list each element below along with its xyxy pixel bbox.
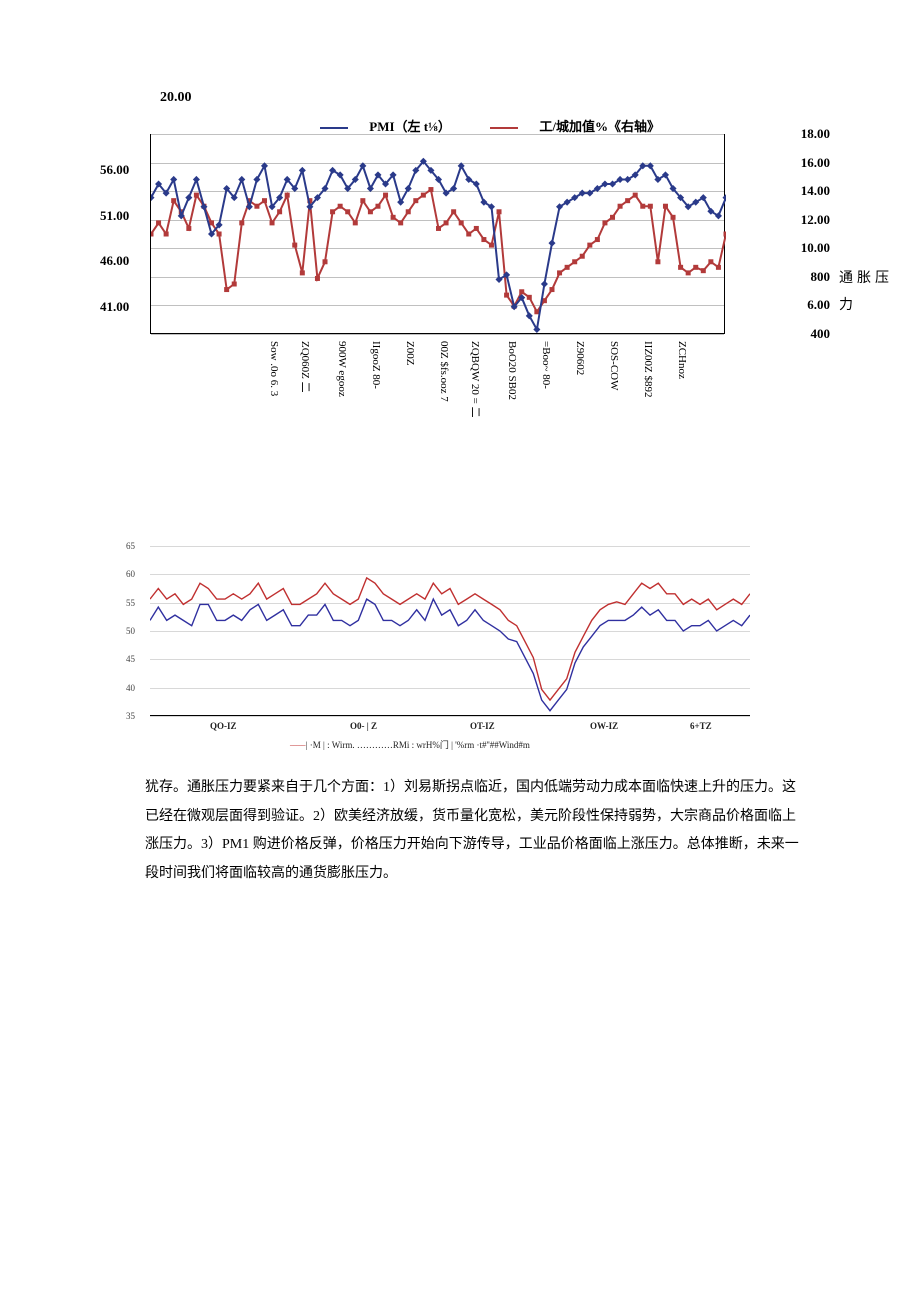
chart1-y-right-tick: 14.00 — [801, 183, 830, 199]
chart2-y-tick: 40 — [126, 683, 135, 693]
legend-text: Wirm. …………RMi : wrH%门 | '%rm ·t#''##Wind… — [332, 740, 530, 750]
chart1-y-right-tick: 6.00 — [807, 297, 830, 313]
legend-label: PMI（左 t⅛） — [369, 119, 451, 134]
chart2-x-tick-label: QO-IZ — [210, 721, 237, 731]
chart2-y-tick: 60 — [126, 569, 135, 579]
chart2-x-tick-label: OT-IZ — [470, 721, 495, 731]
chart1-container: PMI（左 t⅛） 工/城加值%《右轴》 Sow .0o 6. 3 ZQ060Z … — [140, 116, 780, 436]
legend-dashes: – – – – – — [290, 740, 304, 750]
chart2-x-tick-label: OW-IZ — [590, 721, 618, 731]
legend-item-gva: 工/城加值%《右轴》 — [490, 119, 678, 134]
legend-swatch — [320, 127, 348, 129]
chart1-x-tick-label: Z90602 — [574, 341, 586, 375]
chart1-x-tick-label: IIgooZ 80- — [370, 341, 382, 389]
chart1-x-tick-label: ZCHnoz — [676, 341, 688, 379]
chart1-x-tick-label: SOS-COW — [608, 341, 620, 391]
chart2-container: QO-IZ O0- | Z OT-IZ OW-IZ 6+TZ – – – – – | ·… — [140, 546, 770, 756]
chart2-y-tick: 45 — [126, 654, 135, 664]
chart1-y-right-tick: 12.00 — [801, 212, 830, 228]
chart1-y-left-tick: 41.00 — [100, 299, 129, 315]
chart2-x-tick-label: O0- | Z — [350, 721, 377, 731]
chart2-y-tick: 50 — [126, 626, 135, 636]
chart1-legend: PMI（左 t⅛） 工/城加值%《右轴》 — [320, 116, 696, 135]
chart1-y-right-tick: 800 — [811, 269, 831, 285]
chart1-x-tick-label: Sow .0o 6. 3 — [268, 341, 280, 396]
chart1-x-tick-label: 00Z $fs.ooz 7 — [438, 341, 450, 402]
chart1-y-left-tick: 56.00 — [100, 162, 129, 178]
side-annotation: 通胀压力 — [839, 266, 895, 319]
chart2-plot-area — [150, 546, 750, 716]
chart1-x-tick-label: ZQ060Z 二 — [298, 341, 314, 393]
chart1-x-tick-label: Z00Z — [404, 341, 416, 365]
chart1-y-left-tick: 46.00 — [100, 253, 129, 269]
figure-y-top-label: 20.00 — [160, 90, 820, 106]
chart1-y-right-tick: 400 — [811, 326, 831, 342]
chart2-y-tick: 55 — [126, 598, 135, 608]
chart2-y-tick: 65 — [126, 541, 135, 551]
chart1-y-left-tick: 51.00 — [100, 208, 129, 224]
legend-label: 工/城加值%《右轴》 — [539, 119, 660, 134]
chart1-plot-area — [150, 134, 725, 334]
chart1-x-tick-label: =Boo~ 80- — [540, 341, 552, 389]
chart1-x-tick-label: ZQBQW 20 = 二 — [468, 341, 484, 418]
legend-swatch — [490, 127, 518, 129]
chart1-x-axis-labels: Sow .0o 6. 3 ZQ060Z 二 900W egooz IIgooZ 80-… — [150, 341, 725, 441]
chart2-x-tick-label: 6+TZ — [690, 721, 712, 731]
chart2-legend: – – – – – | ·M | : Wirm. …………RMi : wrH%门… — [290, 738, 530, 751]
chart1-x-tick-label: BoO20 SB02 — [506, 341, 518, 400]
chart1-x-tick-label: IIZ00Z $892 — [642, 341, 654, 398]
chart1-x-tick-label: 900W egooz — [336, 341, 348, 397]
chart2-y-tick: 35 — [126, 711, 135, 721]
chart1-y-right-tick: 18.00 — [801, 126, 830, 142]
chart1-y-right-tick: 16.00 — [801, 155, 830, 171]
chart1-y-right-tick: 10.00 — [801, 240, 830, 256]
body-paragraph: 犹存。通胀压力要紧来自于几个方面：1）刘易斯拐点临近，国内低端劳动力成本面临快速… — [145, 774, 800, 889]
legend-item-pmi: PMI（左 t⅛） — [320, 119, 472, 134]
legend-divider: | ·M | : — [306, 740, 332, 750]
